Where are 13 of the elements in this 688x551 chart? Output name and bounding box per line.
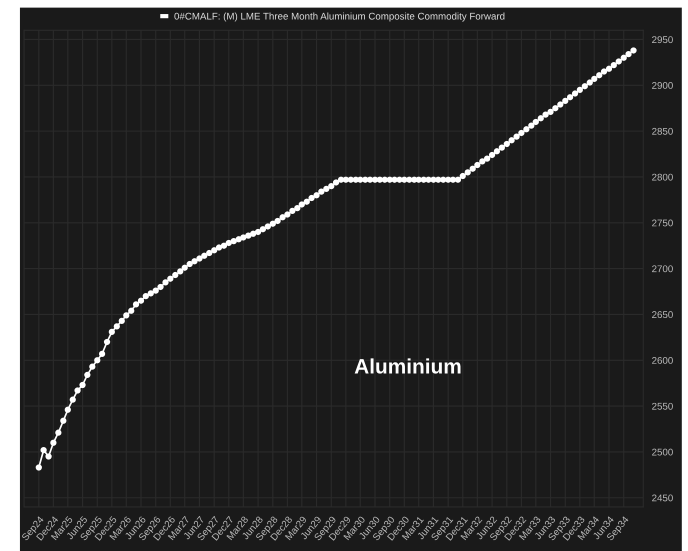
y-tick-label: 2750 [652, 220, 673, 226]
y-tick-label: 2850 [652, 128, 673, 135]
y-tick-label: 2450 [652, 494, 673, 502]
annotation: Aluminium [354, 358, 461, 374]
y-tick-label: 2900 [652, 82, 673, 89]
y-tick-label: 2600 [652, 357, 673, 364]
y-tick-label: 2550 [652, 402, 673, 410]
legend-label: 0#CMALF: (M) LME Three Month Aluminium Composite Commodity Forward [174, 12, 504, 22]
y-tick-label: 2650 [652, 311, 673, 318]
y-tick-label: 2500 [652, 448, 673, 456]
y-tick-label: 2950 [652, 36, 673, 44]
y-tick-label: 2800 [652, 174, 673, 181]
y-tick-label: 2700 [652, 265, 673, 272]
